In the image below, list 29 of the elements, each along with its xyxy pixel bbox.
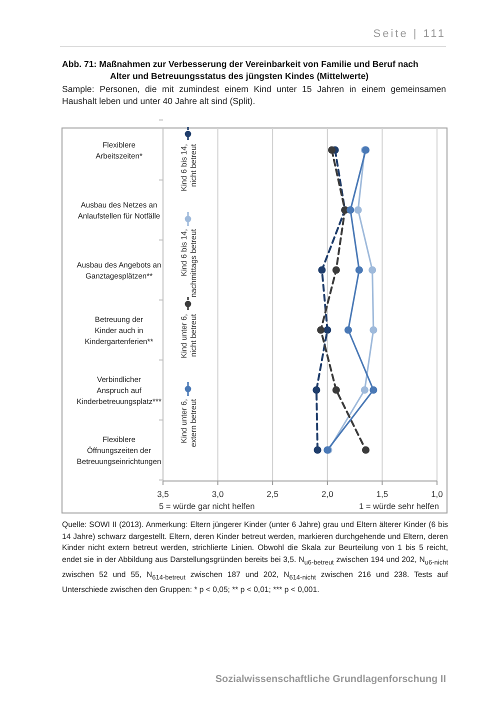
point (360, 386, 368, 394)
x-tick-label: 2,0 (321, 489, 334, 499)
point (312, 386, 320, 394)
x-tick-label: 1,0 (431, 489, 444, 499)
point (346, 206, 354, 214)
x-tick-label: 3,5 (157, 489, 170, 499)
chart-title: Abb. 71: Maßnahmen zur Verbesserung der Vereinbarkeit von Familie und Beruf nach Alter und Betreuungsstatus des jüngsten Kindes (Mittelwerte) (62, 58, 420, 82)
x-tick-label: 3,0 (212, 489, 224, 499)
point (355, 266, 363, 274)
x-tick-label: 2,5 (266, 489, 279, 499)
point (368, 266, 376, 274)
point (370, 386, 378, 394)
chart-subtitle: Sample: Personen, die mit zumindest einem Kind unter 15 Jahren in einem gemeinsamen Haushalt leben und unter 40 Jahre alt sind (Split). (62, 83, 446, 107)
text: Seite | 111 (373, 28, 446, 40)
point (317, 326, 325, 334)
point (324, 326, 332, 334)
text: 1 = würde sehr helfen (358, 501, 440, 511)
point (362, 446, 370, 454)
point (332, 266, 340, 274)
point (332, 386, 340, 394)
x-tick-label: 1,5 (376, 489, 388, 499)
text: 5 = würde gar nicht helfen (159, 501, 256, 511)
point (370, 326, 378, 334)
point (318, 266, 326, 274)
point (354, 206, 362, 214)
point (314, 446, 322, 454)
point (328, 146, 336, 154)
point (344, 326, 352, 334)
text: Sozialwissenschaftliche Grundlagenforschung II (215, 674, 446, 685)
